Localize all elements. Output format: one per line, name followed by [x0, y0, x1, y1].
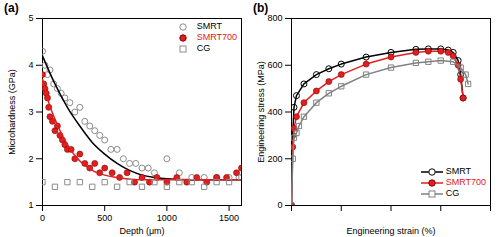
- html-text:SMRT: SMRT: [196, 21, 222, 31]
- html-text:SMRT: SMRT: [445, 166, 471, 176]
- svg-text:3: 3: [28, 107, 33, 117]
- svg-text:Engineering strain (%): Engineering strain (%): [346, 226, 435, 236]
- svg-text:200: 200: [267, 154, 282, 164]
- html-text:SMRT700: SMRT700: [196, 32, 237, 42]
- svg-text:600: 600: [267, 60, 282, 70]
- svg-text:1: 1: [28, 200, 33, 210]
- svg-text:Depth (μm): Depth (μm): [119, 226, 164, 236]
- svg-text:500: 500: [97, 213, 112, 223]
- html-text:SMRT700: SMRT700: [445, 177, 486, 187]
- svg-text:0: 0: [277, 200, 282, 210]
- html-text:CG: CG: [445, 188, 460, 198]
- svg-text:5: 5: [28, 13, 33, 23]
- svg-text:0: 0: [40, 213, 45, 223]
- svg-text:400: 400: [267, 107, 282, 117]
- html-text:(a): (a): [4, 1, 19, 15]
- svg-text:4: 4: [28, 60, 33, 70]
- svg-text:1500: 1500: [219, 213, 239, 223]
- html-text:(b): (b): [253, 1, 269, 15]
- svg-text:2: 2: [28, 154, 33, 164]
- svg-text:1000: 1000: [157, 213, 177, 223]
- svg-text:Microhardness (GPa): Microhardness (GPa): [7, 69, 17, 155]
- svg-text:800: 800: [267, 13, 282, 23]
- svg-text:Engineering stress (MPa): Engineering stress (MPa): [256, 61, 266, 163]
- html-text:CG: CG: [196, 43, 211, 53]
